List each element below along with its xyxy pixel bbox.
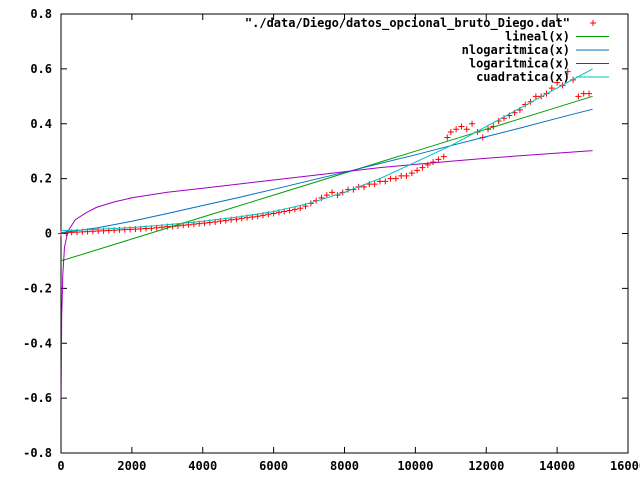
data-point (297, 205, 304, 212)
data-point (463, 126, 470, 133)
legend-label: nlogaritmica(x) (462, 43, 570, 57)
data-point (419, 164, 426, 171)
data-point (444, 134, 451, 141)
data-point (376, 178, 383, 185)
legend-label: lineal(x) (505, 30, 570, 44)
series-layer (58, 68, 593, 399)
series-2 (60, 108, 593, 234)
y-tick-label: 0.6 (30, 62, 52, 76)
data-point (532, 93, 539, 100)
legend-label: "./data/Diego/datos_opcional_bruto_Diego… (245, 16, 570, 31)
x-tick-label: 2000 (117, 459, 146, 473)
data-point (453, 126, 460, 133)
x-tick-label: 8000 (330, 459, 359, 473)
data-point (440, 153, 447, 160)
series-4 (60, 68, 593, 232)
data-point (408, 170, 415, 177)
x-tick-label: 6000 (259, 459, 288, 473)
y-tick-label: -0.2 (23, 281, 52, 295)
series-0 (58, 68, 593, 237)
y-tick-label: -0.6 (23, 391, 52, 405)
y-tick-label: 0.8 (30, 7, 52, 21)
x-tick-label: 4000 (188, 459, 217, 473)
data-point (430, 159, 437, 166)
series-line (60, 150, 593, 399)
y-tick-label: 0 (45, 227, 52, 241)
data-point (366, 181, 373, 188)
data-point (398, 172, 405, 179)
data-point (286, 207, 293, 214)
data-point (323, 192, 330, 199)
data-point (575, 93, 582, 100)
legend-swatch (590, 20, 596, 26)
series-line (60, 68, 593, 232)
legend-label: cuadratica(x) (476, 70, 570, 84)
legend-label: logaritmica(x) (469, 57, 570, 71)
y-tick-label: -0.8 (23, 446, 52, 460)
data-point (586, 90, 593, 97)
x-tick-label: 0 (57, 459, 64, 473)
y-tick-label: 0.4 (30, 117, 52, 131)
data-point (382, 178, 389, 185)
data-point (435, 156, 442, 163)
data-point (58, 230, 64, 237)
data-point (329, 189, 336, 196)
series-line (60, 108, 593, 234)
x-tick-label: 12000 (468, 459, 504, 473)
data-point (371, 181, 378, 188)
data-point (580, 90, 587, 97)
data-point (447, 128, 454, 135)
series-3 (60, 150, 593, 399)
y-tick-label: -0.4 (23, 336, 52, 350)
legend: "./data/Diego/datos_opcional_bruto_Diego… (245, 16, 609, 84)
series-1 (60, 95, 593, 262)
x-tick-label: 14000 (539, 459, 575, 473)
x-tick-label: 16000 (610, 459, 640, 473)
series-line (60, 95, 593, 262)
data-point (392, 175, 399, 182)
x-tick-label: 10000 (397, 459, 433, 473)
data-point (403, 172, 410, 179)
data-point (414, 167, 421, 174)
data-point (564, 68, 571, 75)
data-point (554, 79, 561, 86)
y-tick-label: 0.2 (30, 172, 52, 186)
data-point (548, 85, 555, 92)
data-point (345, 186, 352, 193)
axis-ticks: 0 2000 4000 6000 8000 10000 12000 14000 16000 -0.… (23, 7, 640, 473)
data-point (469, 120, 476, 127)
data-point (458, 123, 465, 130)
data-point (291, 206, 298, 213)
data-point (387, 175, 394, 182)
